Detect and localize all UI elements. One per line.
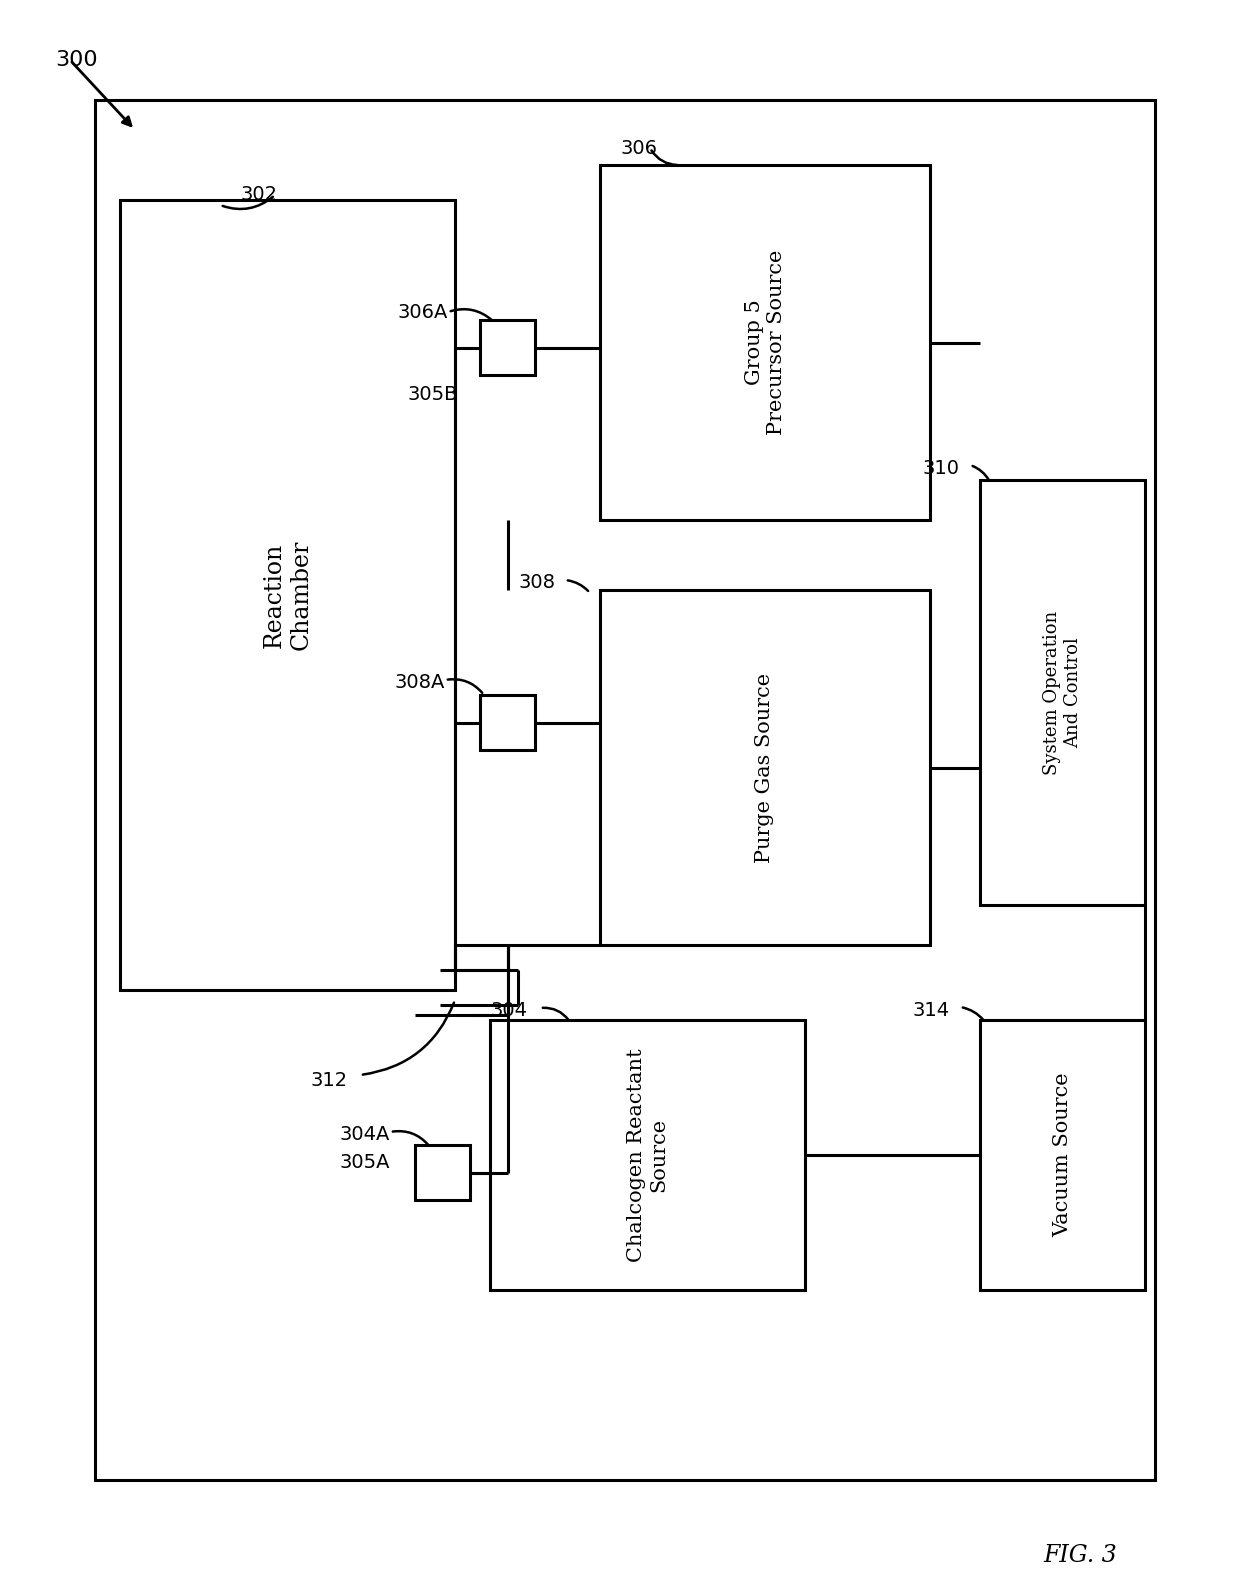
Bar bbox=[415, 1146, 470, 1200]
Bar bbox=[600, 165, 930, 520]
Text: FIG. 3: FIG. 3 bbox=[1043, 1543, 1117, 1567]
Text: 305A: 305A bbox=[340, 1152, 391, 1171]
Text: 300: 300 bbox=[55, 49, 98, 70]
Text: 306: 306 bbox=[620, 138, 657, 158]
Text: 314: 314 bbox=[913, 1001, 950, 1020]
Text: Vacuum Source: Vacuum Source bbox=[1053, 1072, 1073, 1238]
Text: 302: 302 bbox=[241, 186, 277, 205]
Bar bbox=[480, 695, 534, 749]
Text: 308A: 308A bbox=[394, 673, 445, 692]
Text: System Operation
And Control: System Operation And Control bbox=[1043, 611, 1081, 775]
Text: 312: 312 bbox=[311, 1071, 348, 1090]
Text: Group 5
Precursor Source: Group 5 Precursor Source bbox=[744, 250, 785, 436]
Text: Reaction
Chamber: Reaction Chamber bbox=[263, 539, 312, 651]
Bar bbox=[95, 100, 1154, 1480]
Text: 306A: 306A bbox=[398, 302, 448, 321]
Text: Purge Gas Source: Purge Gas Source bbox=[755, 673, 775, 862]
Text: 308: 308 bbox=[518, 573, 556, 592]
Text: 304A: 304A bbox=[340, 1125, 391, 1144]
Bar bbox=[980, 1020, 1145, 1290]
Text: 304: 304 bbox=[491, 1001, 528, 1020]
Bar bbox=[980, 480, 1145, 905]
Bar bbox=[480, 320, 534, 375]
Bar bbox=[120, 200, 455, 990]
Text: 305B: 305B bbox=[408, 385, 458, 404]
Text: Chalcogen Reactant
Source: Chalcogen Reactant Source bbox=[627, 1048, 668, 1262]
Bar bbox=[490, 1020, 805, 1290]
Text: 310: 310 bbox=[923, 458, 960, 477]
Bar bbox=[600, 590, 930, 945]
